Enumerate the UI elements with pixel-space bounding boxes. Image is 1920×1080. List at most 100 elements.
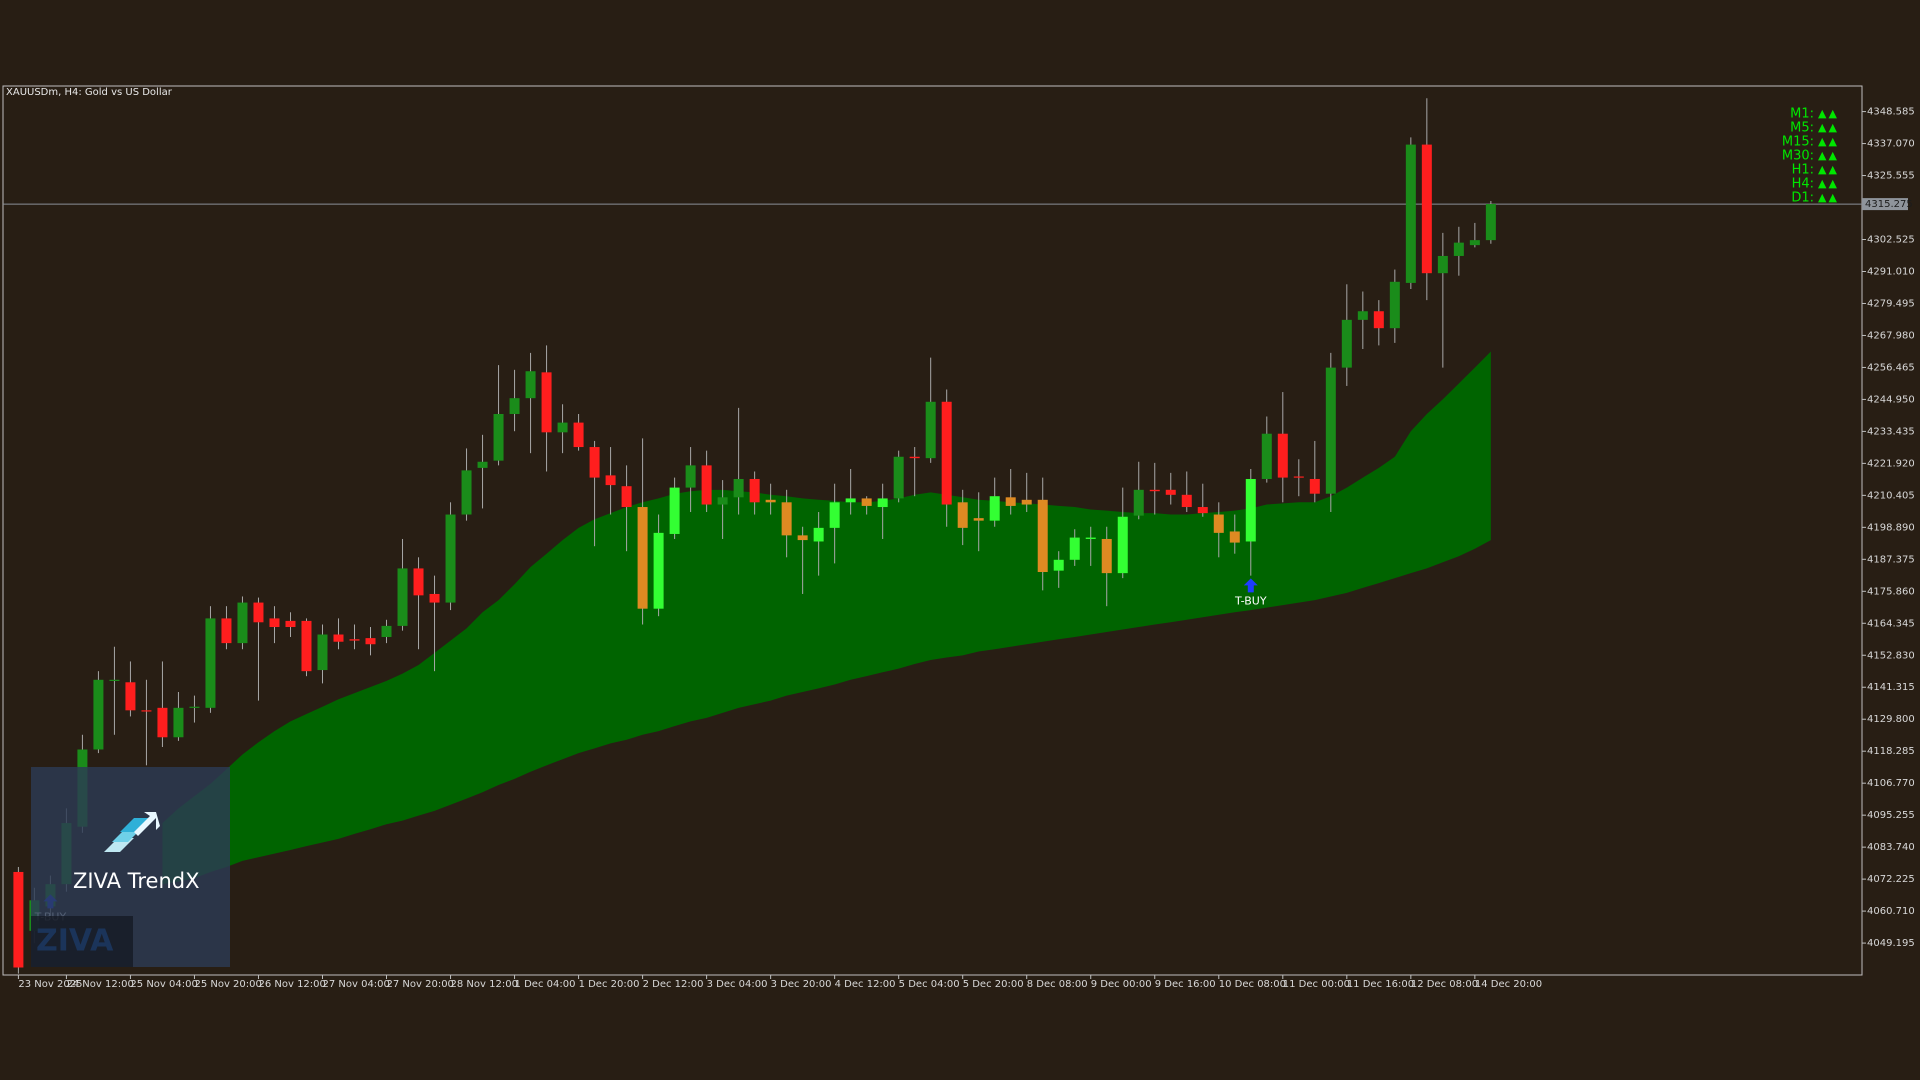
y-tick-label: 4233.435 [1867, 426, 1915, 437]
y-tick-label: 4267.980 [1867, 330, 1915, 341]
logo-step [120, 818, 150, 832]
candle-body [685, 465, 696, 488]
candle-body [205, 618, 216, 708]
candle-body [1469, 240, 1480, 246]
x-tick-label: 25 Nov 04:00 [130, 979, 197, 990]
candle-body [317, 634, 328, 671]
candle-body [221, 618, 232, 644]
candle-body [1341, 319, 1352, 368]
candle-body [957, 502, 968, 528]
candle-body [1405, 144, 1416, 283]
y-tick-label: 4175.860 [1867, 586, 1915, 597]
candle-body [477, 461, 488, 468]
candle-body [157, 707, 168, 738]
x-tick-label: 12 Dec 08:00 [1411, 979, 1478, 990]
candle-body [173, 707, 184, 738]
y-tick-label: 4302.525 [1867, 235, 1915, 246]
candle-body [333, 634, 344, 642]
candle-body [253, 602, 264, 623]
y-tick-label: 4337.070 [1867, 139, 1915, 150]
candle-body [13, 871, 24, 968]
x-tick-label: 11 Dec 16:00 [1347, 979, 1414, 990]
last-price-label: 4315.275 [1865, 199, 1913, 210]
candle-body [1053, 559, 1064, 571]
signal-arrow [1243, 578, 1258, 593]
candle-body [1197, 507, 1208, 514]
candle-body [829, 502, 840, 528]
y-tick-label: 4210.405 [1867, 490, 1915, 501]
x-tick-label: 5 Dec 20:00 [963, 979, 1024, 990]
overlay: ZIVA ZIVA TrendX XAUUSDm, H4: Gold vs US… [6, 87, 1839, 967]
x-tick-label: 14 Dec 20:00 [1475, 979, 1542, 990]
x-tick-label: 28 Nov 12:00 [451, 979, 518, 990]
trend-arrows: ▲▲ [1818, 177, 1839, 190]
trend-arrows: ▲▲ [1818, 135, 1839, 148]
candle-body [1437, 255, 1448, 274]
candle-body [573, 422, 584, 448]
candle-body [653, 532, 664, 609]
candle-body [93, 679, 104, 750]
last-price-box [1862, 198, 1908, 211]
y-tick-label: 4291.010 [1867, 266, 1915, 277]
x-tick-label: 27 Nov 04:00 [322, 979, 389, 990]
logo-text: ZIVA TrendX [73, 869, 200, 893]
candle-body [669, 487, 680, 534]
candle-body [1101, 538, 1112, 574]
candle-body [781, 502, 792, 536]
logo-icon [104, 812, 160, 852]
y-tick-label: 4141.315 [1867, 682, 1915, 693]
candle-body [365, 638, 376, 645]
trend-band [162, 351, 1491, 885]
trend-arrows: ▲▲ [1818, 191, 1839, 204]
candle-body [717, 497, 728, 505]
candle-body [1373, 311, 1384, 329]
candle-body [269, 618, 280, 628]
candle-body [989, 496, 1000, 521]
candle-body [1021, 499, 1032, 505]
logo-arrow [134, 812, 160, 836]
candle-body [1453, 242, 1464, 256]
y-tick-label: 4244.950 [1867, 394, 1915, 405]
x-tick-label: 26 Nov 12:00 [258, 979, 325, 990]
axes: 4348.585 4337.070 4325.555 4302.525 4291.010… [17, 107, 1915, 990]
candle-body [125, 682, 136, 711]
y-tick-label: 4129.800 [1867, 714, 1915, 725]
y-tick-label: 4095.255 [1867, 810, 1915, 821]
candle-body [1213, 514, 1224, 533]
candle-body [429, 593, 440, 603]
candle-body [509, 398, 520, 414]
trend-label: M15: [1782, 135, 1814, 150]
x-tick-label: 23 Nov 2025 [18, 979, 82, 990]
candle-body [589, 447, 600, 478]
candle-body [1229, 531, 1240, 543]
candle-body [637, 507, 648, 609]
candle-body [1085, 537, 1096, 539]
candle-body [397, 568, 408, 626]
candle-body [765, 499, 776, 503]
candle-body [861, 498, 872, 506]
x-tick-label: 9 Dec 16:00 [1155, 979, 1216, 990]
candle-body [813, 527, 824, 542]
x-tick-label: 1 Dec 04:00 [515, 979, 576, 990]
x-tick-label: 9 Dec 00:00 [1091, 979, 1152, 990]
candle-body [1181, 494, 1192, 508]
candle-body [1245, 478, 1256, 542]
y-tick-label: 4152.830 [1867, 650, 1915, 661]
x-tick-label: 11 Dec 00:00 [1283, 979, 1350, 990]
y-tick-label: 4256.465 [1867, 362, 1915, 373]
trend-arrows: ▲▲ [1818, 121, 1839, 134]
y-tick-label: 4118.285 [1867, 746, 1915, 757]
candle-body [189, 706, 200, 708]
candle-body [1485, 204, 1496, 241]
candle-body [1005, 497, 1016, 506]
chart-title: XAUUSDm, H4: Gold vs US Dollar [6, 87, 173, 98]
candle-body [877, 498, 888, 508]
x-tick-label: 27 Nov 20:00 [387, 979, 454, 990]
x-tick-label: 1 Dec 20:00 [579, 979, 640, 990]
trend-label: M30: [1782, 149, 1814, 164]
candle-body [493, 413, 504, 461]
candle-body [941, 401, 952, 505]
x-tick-label: 3 Dec 04:00 [707, 979, 768, 990]
trend-label: H4: [1792, 177, 1814, 192]
